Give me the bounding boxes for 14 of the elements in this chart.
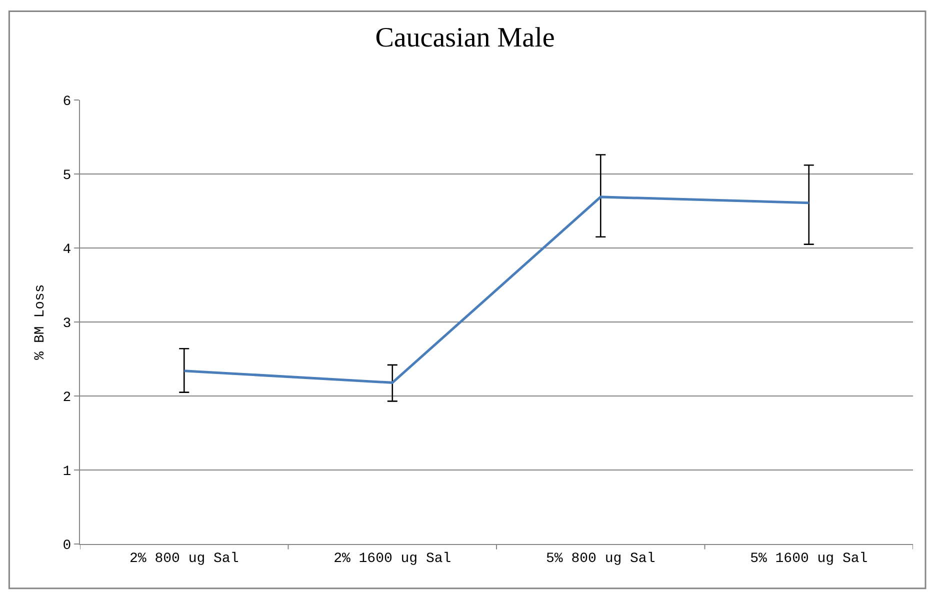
y-tick-label: 4 [62,242,72,258]
y-tick-label: 2 [62,390,72,406]
line-series [182,196,810,384]
x-tick-label: 5% 800 ug Sal [546,550,656,567]
y-tick-label: 1 [62,464,72,480]
x-tick-label: 2% 800 ug Sal [130,550,239,567]
y-tick-label: 3 [62,316,72,332]
y-tick-label: 5 [62,168,72,184]
y-tick-label: 6 [62,94,72,110]
y-axis-title: % BM Loss [32,284,48,360]
y-tick-label: 0 [62,538,72,554]
x-tick-label: 5% 1600 ug Sal [750,550,868,567]
chart-title: Caucasian Male [375,22,555,54]
x-tick-label: 2% 1600 ug Sal [334,550,452,567]
